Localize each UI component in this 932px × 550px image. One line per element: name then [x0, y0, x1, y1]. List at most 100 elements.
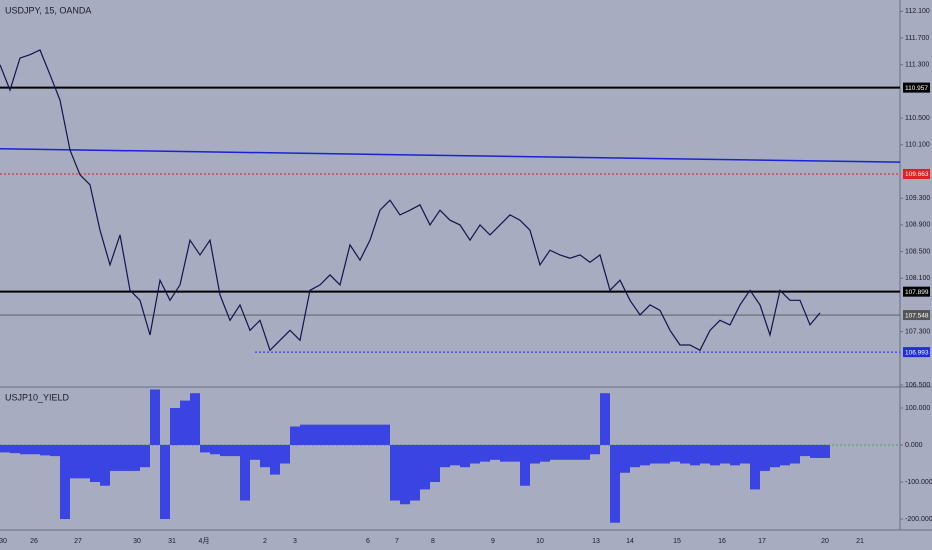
x-tick-label: 2	[263, 538, 267, 545]
histogram-bar	[20, 445, 30, 455]
histogram-bar	[320, 424, 330, 446]
histogram-bar	[140, 445, 150, 468]
histogram-bar	[390, 445, 400, 501]
histogram-bar	[300, 424, 310, 446]
histogram-bar	[710, 445, 720, 466]
histogram-bar	[380, 424, 390, 446]
histogram-bar	[740, 445, 750, 464]
histogram-bar	[270, 445, 280, 475]
histogram-bar	[650, 445, 660, 464]
level-label-box	[903, 82, 930, 93]
x-tick-label: 31	[168, 538, 176, 545]
histogram-bar	[500, 445, 510, 462]
y-tick-label: -100.000	[905, 479, 932, 486]
y-tick-label: 112.100	[905, 8, 930, 15]
histogram-bar	[720, 445, 730, 464]
histogram-bar	[520, 445, 530, 486]
x-tick-label: 20	[821, 538, 829, 545]
x-tick-label: 30	[0, 538, 7, 545]
y-tick-label: 107.300	[905, 328, 930, 335]
histogram-bar	[160, 445, 170, 520]
histogram-bar	[750, 445, 760, 490]
histogram-bar	[200, 445, 210, 453]
histogram-bar	[760, 445, 770, 471]
histogram-bar	[360, 424, 370, 446]
histogram-bar	[150, 389, 160, 446]
histogram-bar	[480, 445, 490, 462]
histogram-bar	[510, 445, 520, 462]
histogram-bar	[10, 445, 20, 454]
histogram-bar	[770, 445, 780, 468]
histogram-bar	[430, 445, 440, 483]
histogram-bar	[80, 445, 90, 479]
level-label-box	[903, 168, 930, 179]
x-tick-label: 13	[592, 538, 600, 545]
histogram-bar	[70, 445, 80, 479]
histogram-bar	[340, 424, 350, 446]
level-label: 107.548	[905, 312, 929, 319]
x-tick-label: 16	[718, 538, 726, 545]
histogram-bar	[330, 424, 340, 446]
histogram-bar	[350, 424, 360, 446]
x-tick-label: 21	[856, 538, 864, 545]
histogram-bar	[600, 393, 610, 446]
histogram-bar	[110, 445, 120, 471]
histogram-bar	[610, 445, 620, 523]
histogram-bar	[60, 445, 70, 520]
x-tick-label: 26	[30, 538, 38, 545]
histogram-bar	[30, 445, 40, 455]
histogram-bar	[670, 445, 680, 462]
level-label: 107.899	[905, 289, 929, 296]
y-tick-label: 111.700	[905, 35, 929, 42]
indicator-title: USJP10_YIELD	[5, 392, 70, 402]
x-tick-label: 4月	[199, 537, 210, 545]
histogram-bar	[280, 445, 290, 464]
histogram-bar	[820, 445, 830, 458]
histogram-bar	[540, 445, 550, 462]
histogram-bar	[410, 445, 420, 501]
histogram-bar	[530, 445, 540, 464]
histogram-bar	[550, 445, 560, 460]
histogram-bar	[100, 445, 110, 486]
y-tick-label: 108.500	[905, 248, 930, 255]
histogram-bar	[310, 424, 320, 446]
histogram-bar	[460, 445, 470, 468]
x-tick-label: 10	[536, 538, 544, 545]
histogram-bar	[450, 445, 460, 466]
histogram-bar	[700, 445, 710, 464]
histogram-bar	[180, 400, 190, 446]
histogram-bar	[290, 426, 300, 446]
histogram-bar	[120, 445, 130, 471]
y-tick-label: 111.300	[905, 62, 929, 69]
histogram-bar	[210, 445, 220, 455]
y-tick-label: 110.500	[905, 115, 930, 122]
histogram-bar	[560, 445, 570, 460]
y-tick-label: 0.000	[905, 442, 923, 449]
price-line	[0, 49, 821, 352]
histogram-bar	[440, 445, 450, 468]
histogram-bar	[780, 445, 790, 466]
y-tick-label: 108.100	[905, 275, 930, 282]
histogram-bar	[660, 445, 670, 464]
histogram-bar	[800, 445, 810, 457]
histogram-bar	[230, 445, 240, 457]
histogram-bar	[490, 445, 500, 460]
level-label-box	[903, 310, 930, 321]
histogram-bar	[810, 445, 820, 458]
histogram-bar	[170, 407, 180, 446]
histogram-bar	[370, 424, 380, 446]
histogram-bar	[0, 445, 10, 453]
x-tick-label: 7	[395, 538, 399, 545]
histogram-bar	[130, 445, 140, 471]
histogram-bar	[730, 445, 740, 466]
histogram-bar	[690, 445, 700, 466]
histogram-bar	[790, 445, 800, 464]
x-tick-label: 27	[74, 538, 82, 545]
x-tick-label: 3	[293, 538, 297, 545]
histogram-bar	[240, 445, 250, 501]
histogram-bar	[590, 445, 600, 455]
histogram-bar	[470, 445, 480, 464]
histogram-bar	[630, 445, 640, 468]
histogram-bar	[580, 445, 590, 460]
